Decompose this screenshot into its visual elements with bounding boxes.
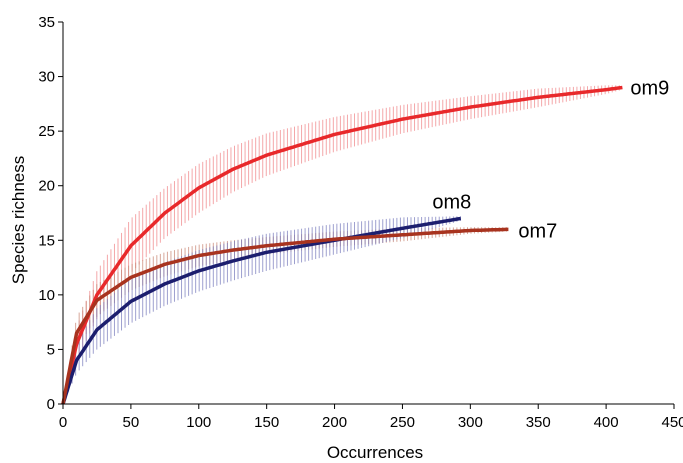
series-label-om7: om7: [518, 220, 557, 242]
y-tick-label: 0: [47, 396, 55, 413]
series-lines: [61, 85, 623, 405]
series-line-om7: [61, 227, 509, 405]
series-line-om9: [61, 85, 623, 405]
band-om7: [64, 227, 507, 396]
x-tick-label: 250: [390, 414, 415, 431]
y-tick-label: 10: [38, 287, 55, 304]
x-tick-label: 100: [186, 414, 211, 431]
y-tick-label: 25: [38, 123, 55, 140]
y-tick-label: 30: [38, 69, 55, 86]
x-tick-label: 400: [594, 414, 619, 431]
y-tick-label: 20: [38, 178, 55, 195]
x-tick-label: 200: [322, 414, 347, 431]
x-tick-label: 350: [526, 414, 551, 431]
series-line-om8: [61, 216, 462, 405]
series-label-om8: om8: [432, 191, 471, 213]
series-label-om9: om9: [630, 77, 669, 99]
x-tick-label: 0: [59, 414, 67, 431]
axes: 0 50 100 150 200 250 300 350 400 450 0 5 10 15 20 25 30 3…: [38, 14, 683, 431]
x-tick-label: 300: [458, 414, 483, 431]
x-axis-label: Occurrences: [327, 443, 423, 462]
series-labels: om9 om8 om7: [432, 77, 669, 242]
y-tick-label: 35: [38, 14, 55, 31]
y-tick-label: 5: [47, 341, 55, 358]
x-tick-label: 450: [661, 414, 683, 431]
x-tick-label: 50: [123, 414, 140, 431]
y-tick-label: 15: [38, 232, 55, 249]
x-tick-label: 150: [254, 414, 279, 431]
y-axis-label: Species richness: [9, 156, 28, 285]
